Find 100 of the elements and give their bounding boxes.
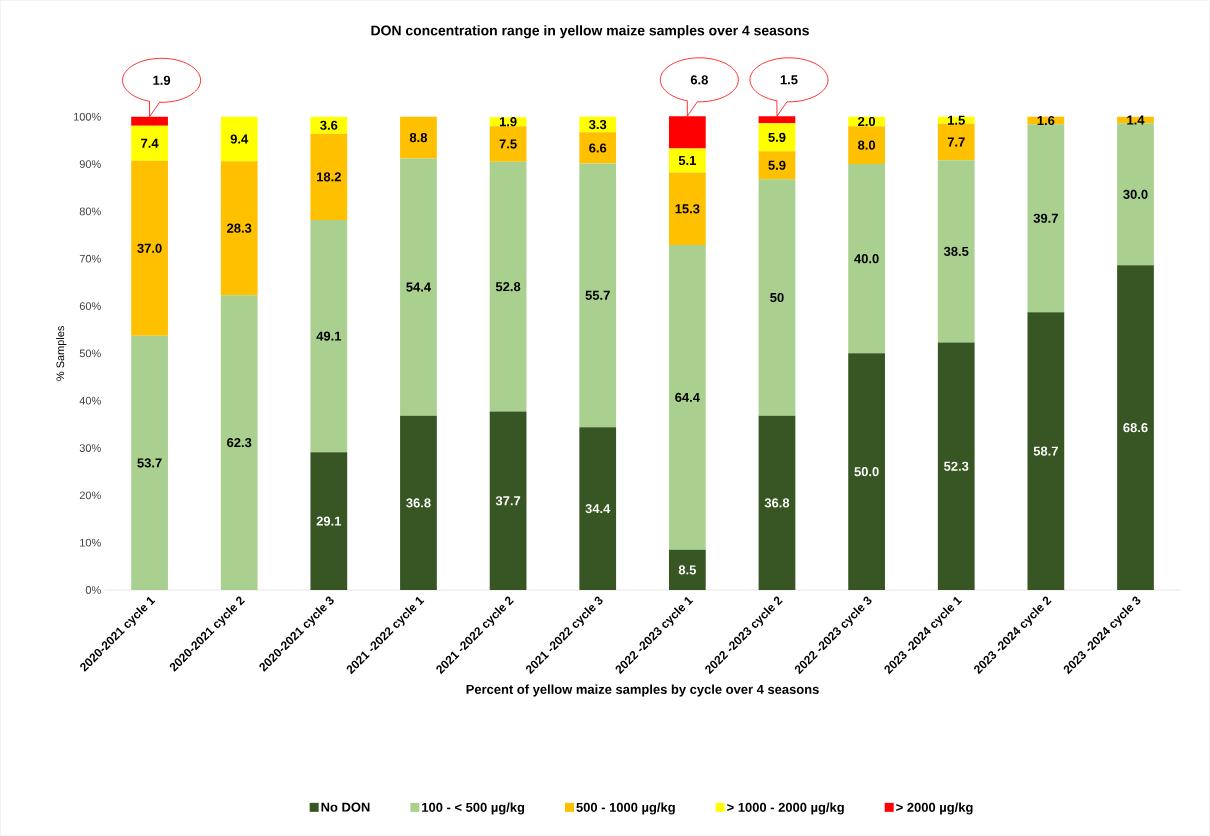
data-label: 37.7 xyxy=(495,496,521,506)
y-tick-label: 30% xyxy=(79,444,101,452)
data-label: 18.2 xyxy=(317,172,341,182)
data-label: 5.1 xyxy=(678,156,696,166)
data-label: 52.3 xyxy=(944,461,969,471)
data-label: 1.4 xyxy=(1127,115,1145,125)
data-label: 8.0 xyxy=(858,140,876,150)
data-label: 64.4 xyxy=(675,392,700,403)
data-label: 50 xyxy=(770,293,784,303)
bar xyxy=(1027,312,1065,591)
bar xyxy=(220,116,258,162)
bar xyxy=(848,164,885,354)
y-tick-label: 50% xyxy=(79,349,101,358)
bar xyxy=(1027,124,1065,313)
data-label: 38.5 xyxy=(943,246,969,257)
data-label: 68.6 xyxy=(1123,423,1148,433)
data-label: 34.4 xyxy=(585,504,611,514)
bar xyxy=(131,160,168,336)
y-tick-label: 20% xyxy=(79,491,101,500)
bar xyxy=(758,151,796,180)
data-label: 40.0 xyxy=(854,254,879,264)
bar xyxy=(848,126,885,165)
y-tick-label: 40% xyxy=(79,396,101,405)
data-label: 1.5 xyxy=(948,115,965,125)
legend-label: > 1000 - 2000 µg/kg xyxy=(727,802,844,815)
bar xyxy=(579,132,617,164)
bar xyxy=(1117,123,1154,266)
data-label: 53.7 xyxy=(137,458,162,468)
data-label: 62.3 xyxy=(227,438,252,448)
bar xyxy=(220,161,258,296)
data-label: 50.0 xyxy=(854,467,879,477)
legend-label: 100 - < 500 µg/kg xyxy=(422,802,525,815)
data-label: 8.5 xyxy=(678,565,696,575)
bar xyxy=(489,411,527,591)
data-label: 3.6 xyxy=(320,120,338,130)
data-label: 58.7 xyxy=(1033,446,1058,456)
bar xyxy=(668,148,706,173)
y-tick-label: 80% xyxy=(79,207,101,216)
y-tick-label: 60% xyxy=(79,302,101,311)
bar xyxy=(937,342,975,591)
data-label: 7.5 xyxy=(499,139,517,149)
bar xyxy=(937,160,975,343)
data-label: 39.7 xyxy=(1033,213,1058,223)
bar xyxy=(848,353,885,591)
bar xyxy=(668,172,706,246)
data-label: 5.9 xyxy=(768,132,786,143)
data-label: 55.7 xyxy=(585,290,610,300)
x-axis-title: Percent of yellow maize samples by cycle over 4 seasons xyxy=(466,684,819,697)
data-label: 36.8 xyxy=(406,498,431,508)
data-label: 37.0 xyxy=(137,243,162,253)
bar xyxy=(758,179,796,416)
bar xyxy=(400,158,437,416)
bar xyxy=(668,549,706,591)
bar xyxy=(400,116,437,159)
data-label: 6.8 xyxy=(690,75,708,85)
data-label: 1.9 xyxy=(153,75,171,85)
y-tick-label: 90% xyxy=(79,160,101,169)
bar xyxy=(489,126,527,162)
bar xyxy=(131,125,168,161)
bar xyxy=(668,245,706,550)
data-label: 52.8 xyxy=(495,282,521,292)
legend-label: 500 - 1000 µg/kg xyxy=(576,802,675,815)
data-label: 2.0 xyxy=(858,116,876,127)
data-label: 3.3 xyxy=(589,120,607,130)
data-label: 29.1 xyxy=(316,516,342,526)
chart-title: DON concentration range in yellow maize samples over 4 seasons xyxy=(371,25,809,39)
bar xyxy=(489,161,527,412)
y-tick-label: 70% xyxy=(79,254,101,263)
y-tick-label: 100% xyxy=(74,112,101,121)
data-label: 54.4 xyxy=(406,282,432,292)
bar xyxy=(220,295,258,591)
data-label: 28.3 xyxy=(227,223,252,233)
data-label: 30.0 xyxy=(1123,189,1148,200)
data-label: 8.8 xyxy=(409,133,428,143)
legend-label: No DON xyxy=(321,802,370,812)
bar xyxy=(310,133,348,221)
bar xyxy=(758,123,796,152)
bar xyxy=(937,123,975,161)
data-label: 7.4 xyxy=(141,138,159,148)
data-label: 1.9 xyxy=(499,117,517,127)
bar xyxy=(758,415,796,591)
data-label: 7.7 xyxy=(947,137,965,147)
bar xyxy=(1117,265,1154,591)
data-label: 49.1 xyxy=(316,331,342,341)
bar xyxy=(131,335,168,591)
data-label: 1.6 xyxy=(1037,116,1055,126)
y-axis-title: % Samples xyxy=(56,326,67,381)
y-tick-label: 10% xyxy=(80,538,101,547)
data-label: 36.8 xyxy=(764,498,790,508)
data-label: 15.3 xyxy=(675,204,700,214)
bar xyxy=(400,415,437,591)
bar xyxy=(310,220,348,453)
y-tick-label: 0% xyxy=(85,586,101,594)
legend-label: > 2000 µg/kg xyxy=(896,802,973,815)
bar xyxy=(579,427,617,591)
data-label: 5.9 xyxy=(768,160,786,170)
data-label: 6.6 xyxy=(589,143,607,153)
data-label: 9.4 xyxy=(230,134,249,144)
data-label: 1.5 xyxy=(780,75,798,85)
bar xyxy=(579,163,617,428)
